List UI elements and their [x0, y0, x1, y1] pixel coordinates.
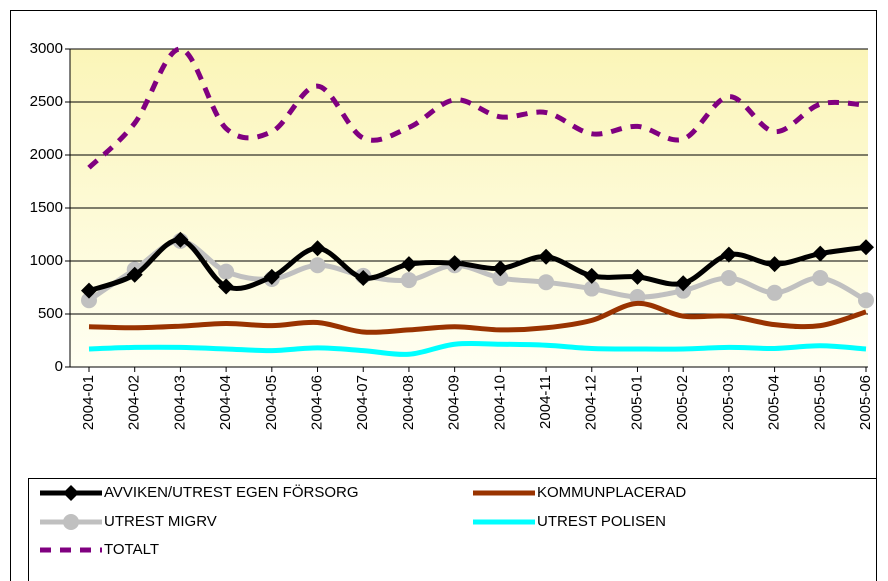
x-tick-label: 2005-05 — [811, 375, 828, 430]
x-tick-label: 2004-09 — [446, 375, 463, 430]
x-tick-label: 2004-05 — [263, 375, 280, 430]
y-tick-label: 1500 — [30, 199, 63, 216]
diamond-marker — [309, 240, 326, 257]
diamond-marker — [629, 268, 646, 285]
circle-marker — [538, 274, 555, 291]
diamond-marker — [492, 260, 509, 277]
x-tick-label: 2004-11 — [537, 375, 554, 429]
diamond-marker — [858, 239, 874, 256]
circle-marker — [309, 257, 326, 274]
y-tick-label: 0 — [55, 358, 63, 375]
circle-marker — [63, 514, 79, 530]
x-tick-label: 2004-10 — [491, 375, 508, 430]
series-line — [87, 46, 867, 170]
diamond-marker — [583, 267, 600, 284]
diamond-marker — [126, 266, 143, 283]
circle-marker — [492, 269, 509, 286]
diamond-marker — [81, 282, 97, 299]
legend-label: KOMMUNPLACERAD — [537, 484, 686, 501]
diamond-marker — [675, 275, 692, 292]
diamond-marker — [720, 246, 737, 263]
diamond-marker — [63, 485, 79, 501]
diamond-marker — [218, 278, 235, 295]
x-tick-label: 2004-12 — [583, 375, 600, 430]
y-tick-label: 2000 — [30, 146, 63, 163]
circle-marker — [81, 292, 97, 309]
x-tick-label: 2004-01 — [80, 375, 97, 430]
diamond-marker — [263, 268, 280, 285]
circle-marker — [720, 269, 737, 286]
diamond-marker — [400, 256, 417, 273]
x-tick-label: 2004-08 — [400, 375, 417, 430]
circle-marker — [583, 280, 600, 297]
circle-marker — [858, 292, 874, 309]
diamond-marker — [538, 248, 555, 265]
x-tick-label: 2004-02 — [126, 375, 143, 430]
legend-label: TOTALT — [104, 541, 159, 558]
legend-label: AVVIKEN/UTREST EGEN FÖRSORG — [104, 483, 359, 501]
diamond-marker — [355, 269, 372, 286]
x-tick-label: 2004-07 — [354, 375, 371, 430]
x-tick-label: 2004-04 — [217, 375, 234, 430]
x-tick-label: 2005-06 — [857, 375, 874, 430]
y-tick-label: 2500 — [30, 93, 63, 110]
legend-label: UTREST MIGRV — [104, 513, 217, 530]
y-tick-label: 3000 — [30, 40, 63, 57]
circle-marker — [812, 269, 829, 286]
series-line — [88, 340, 867, 357]
diamond-marker — [766, 256, 783, 273]
x-tick-label: 2004-06 — [308, 375, 325, 430]
circle-marker — [766, 284, 783, 301]
circle-marker — [218, 263, 235, 280]
diamond-marker — [446, 255, 463, 272]
x-tick-label: 2005-01 — [628, 375, 645, 430]
circle-marker — [400, 272, 417, 289]
x-tick-label: 2005-03 — [720, 375, 737, 430]
x-tick-label: 2004-03 — [171, 375, 188, 430]
x-tick-label: 2005-02 — [674, 375, 691, 430]
series-line — [88, 300, 867, 335]
circle-marker — [629, 289, 646, 306]
diamond-marker — [812, 245, 829, 262]
y-tick-label: 1000 — [30, 252, 63, 269]
y-tick-label: 500 — [38, 305, 63, 322]
diamond-marker — [172, 231, 189, 248]
legend-label: UTREST POLISEN — [537, 513, 666, 530]
legend-box — [28, 478, 877, 581]
x-tick-label: 2005-04 — [766, 375, 783, 430]
